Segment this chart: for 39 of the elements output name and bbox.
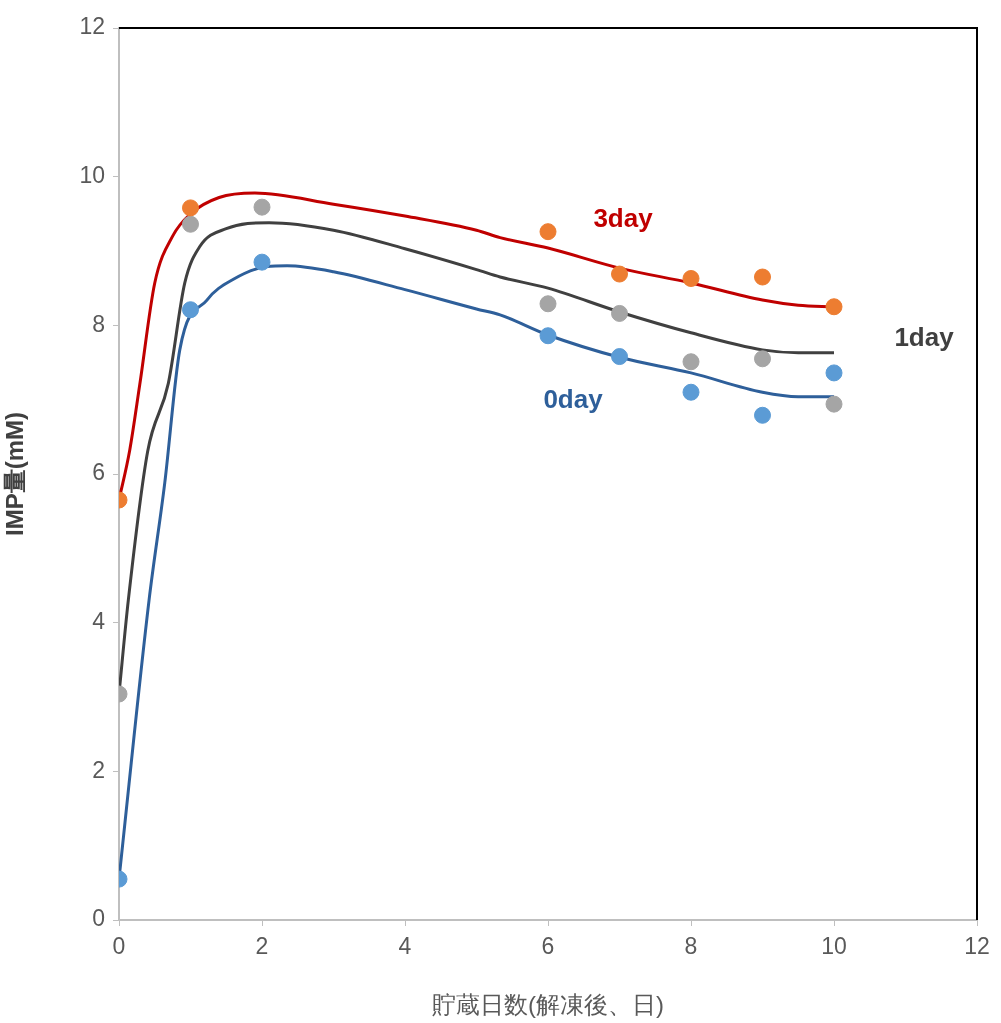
series-label: 3day: [593, 203, 654, 234]
y-tick-label: 0: [92, 905, 105, 932]
x-tick-label: 6: [541, 933, 555, 960]
point: [253, 198, 271, 216]
y-tick-label: 8: [92, 310, 105, 337]
point: [182, 301, 199, 319]
point: [611, 304, 628, 322]
point: [611, 348, 628, 366]
point: [682, 353, 700, 371]
x-tick-label: 8: [684, 933, 698, 960]
x-axis-title: 貯蔵日数(解凍後、日): [432, 991, 664, 1019]
x-tick-label: 10: [821, 933, 847, 960]
text: 1day: [894, 322, 955, 353]
y-tick-label: 12: [79, 13, 105, 40]
y-tick-label: 6: [92, 459, 105, 486]
x-tick-label: 4: [398, 933, 412, 960]
x-tick-label: 12: [964, 933, 990, 960]
point: [825, 298, 843, 316]
point: [539, 295, 557, 313]
point: [825, 395, 843, 413]
point: [754, 268, 771, 286]
x-tick-label: 0: [112, 933, 126, 960]
y-tick-label: 2: [92, 756, 105, 783]
point: [539, 223, 557, 241]
series-label: 0day: [543, 384, 604, 415]
y-axis-title: IMP量(mM): [1, 412, 29, 536]
y-tick-label: 10: [79, 162, 105, 189]
point: [682, 270, 700, 287]
point: [182, 215, 199, 233]
point: [253, 253, 271, 271]
point: [611, 265, 628, 283]
x-tick-label: 2: [255, 933, 269, 960]
point: [539, 327, 557, 345]
point: [754, 406, 771, 424]
point: [754, 350, 771, 368]
point: [825, 364, 843, 382]
y-tick-label: 4: [92, 608, 106, 635]
point: [182, 199, 199, 217]
point: [682, 383, 700, 401]
